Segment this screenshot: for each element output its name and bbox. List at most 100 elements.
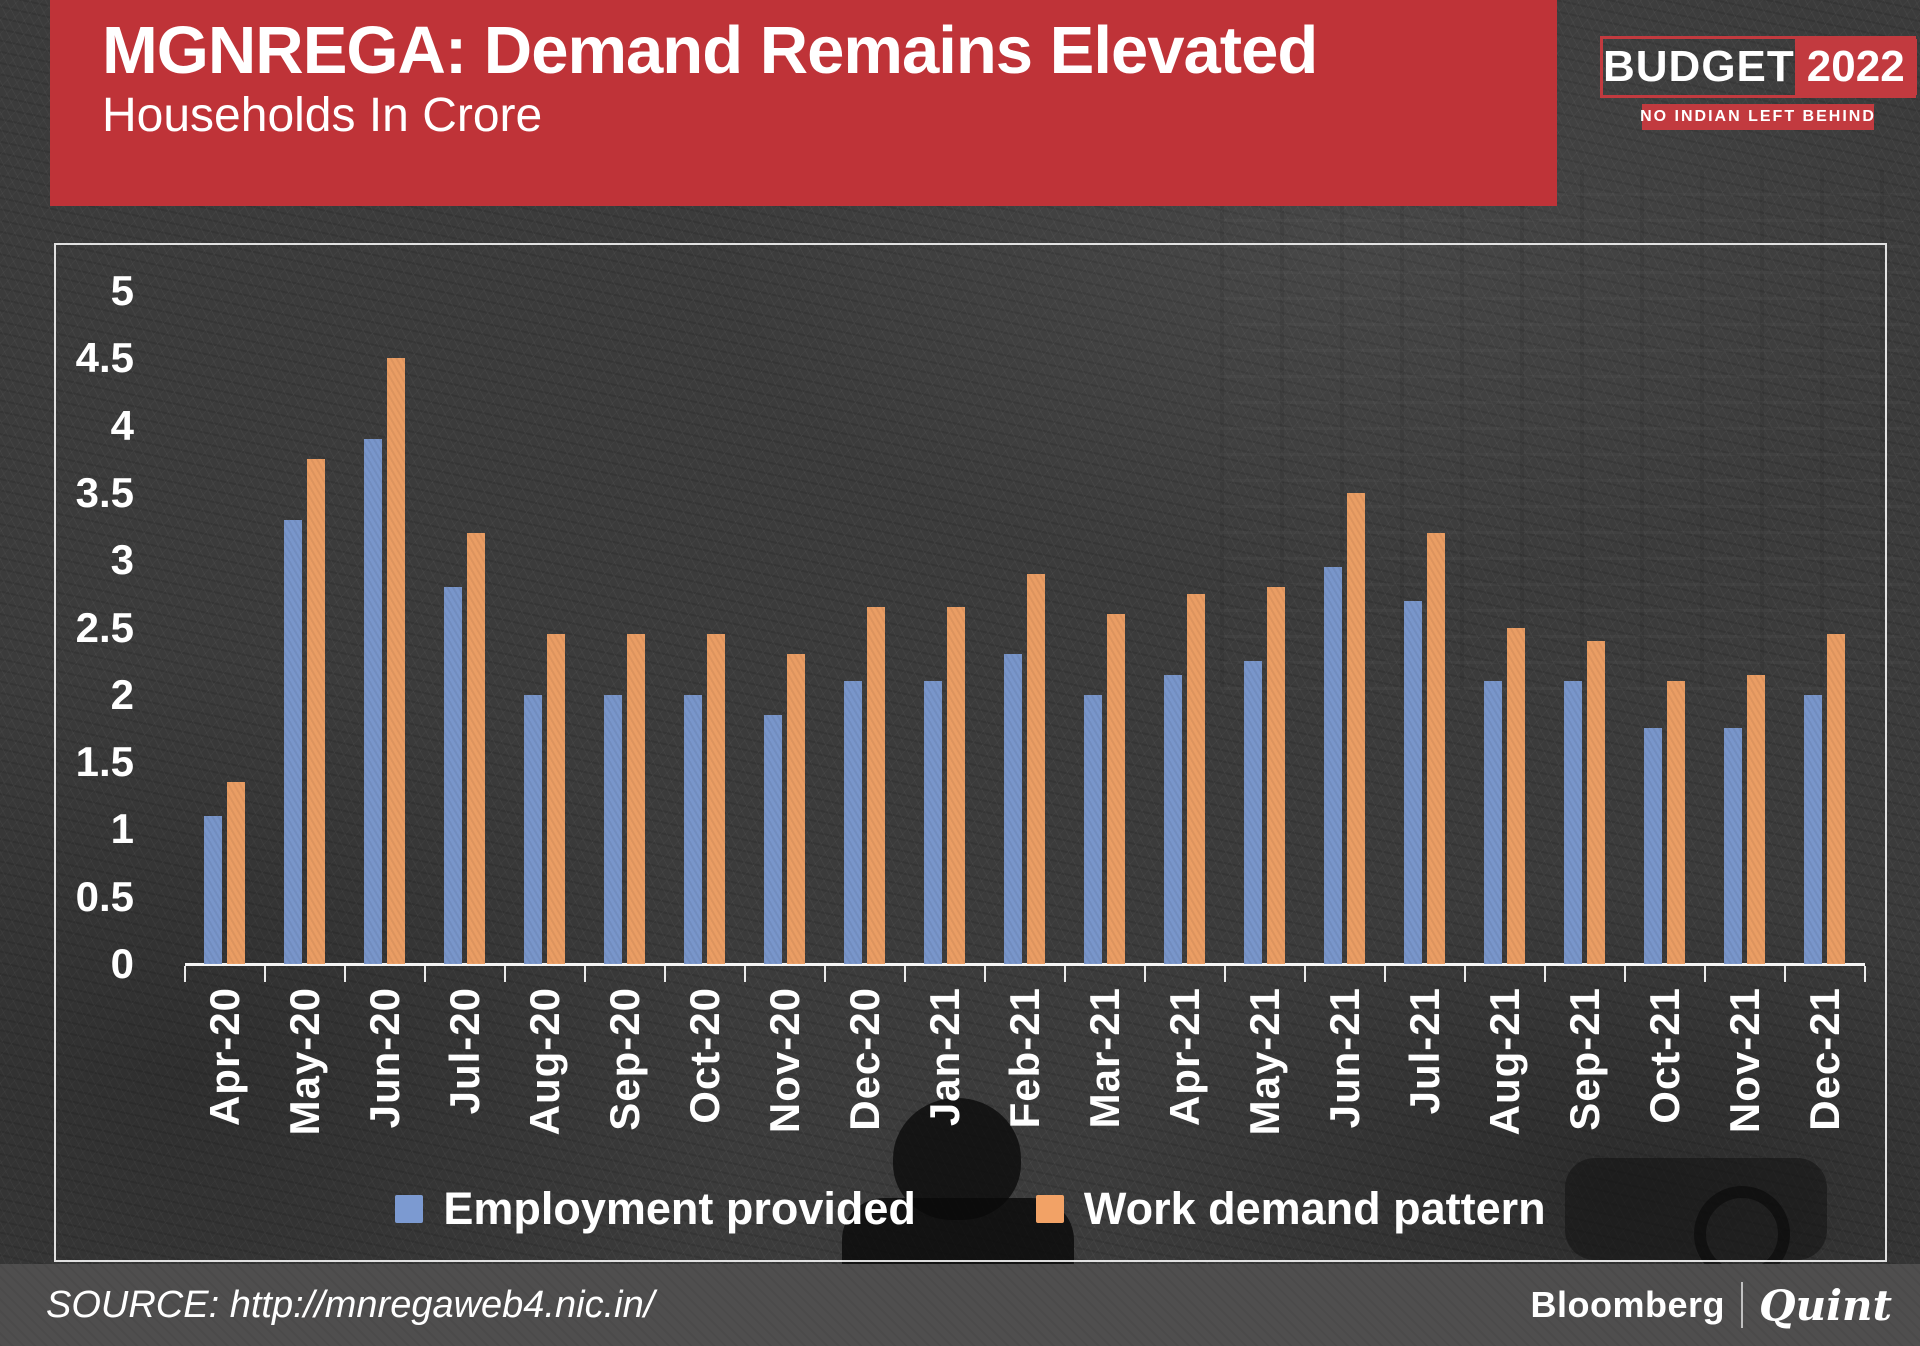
bar-work-demand-pattern — [1667, 681, 1685, 964]
x-axis-tick — [264, 966, 266, 982]
x-axis-label: Nov-21 — [1721, 987, 1768, 1134]
legend-label-employment-provided: Employment provided — [443, 1183, 916, 1234]
bar-work-demand-pattern — [1267, 587, 1285, 964]
x-axis-label: Sep-20 — [601, 987, 648, 1131]
x-axis-label-slot: Apr-20 — [185, 987, 265, 1195]
plot-area — [184, 245, 1866, 982]
x-axis-label-slot: Jul-20 — [425, 987, 505, 1195]
bar-employment-provided — [1244, 661, 1262, 964]
x-axis-label-slot: Nov-20 — [745, 987, 825, 1195]
x-axis-label: Jun-21 — [1321, 987, 1368, 1129]
bar-employment-provided — [764, 715, 782, 964]
bar-work-demand-pattern — [227, 782, 245, 964]
x-axis-line — [185, 963, 1865, 966]
bar-employment-provided — [924, 681, 942, 964]
x-axis-label: Jan-21 — [921, 987, 968, 1127]
x-axis-tick — [1624, 966, 1626, 982]
y-axis: 5 4.5 4 3.5 3 2.5 2 1.5 1 0.5 0 — [56, 245, 134, 987]
y-axis-label: 4 — [110, 401, 134, 449]
x-axis-label-slot: Aug-21 — [1465, 987, 1545, 1195]
bar-work-demand-pattern — [547, 634, 565, 964]
bar-employment-provided — [1804, 694, 1822, 964]
quint-logo: Quint — [1758, 1280, 1892, 1330]
bloomberg-logo: Bloomberg — [1530, 1284, 1725, 1325]
x-axis-label-slot: Nov-21 — [1705, 987, 1785, 1195]
x-axis-label: Apr-21 — [1161, 987, 1208, 1127]
chart-frame: 5 4.5 4 3.5 3 2.5 2 1.5 1 0.5 0 Apr-20 May-20 Jun-20… — [54, 243, 1887, 1262]
bar-work-demand-pattern — [1427, 533, 1445, 964]
x-axis-label-slot: Feb-21 — [985, 987, 1065, 1195]
bar-employment-provided — [444, 587, 462, 964]
x-axis-label-slot: Oct-20 — [665, 987, 745, 1195]
legend-label-work-demand-pattern: Work demand pattern — [1083, 1183, 1546, 1234]
x-axis-label: Jul-21 — [1401, 987, 1448, 1115]
bar-work-demand-pattern — [867, 607, 885, 964]
source-credit: SOURCE: http://mnregaweb4.nic.in/ — [46, 1283, 655, 1326]
page-subtitle: Households In Crore — [102, 88, 543, 142]
bar-employment-provided — [524, 694, 542, 964]
bar-employment-provided — [1404, 600, 1422, 964]
x-axis-label-slot: Jul-21 — [1385, 987, 1465, 1195]
bar-employment-provided — [1644, 728, 1662, 964]
bar-work-demand-pattern — [1347, 492, 1365, 964]
x-axis-label-slot: Oct-21 — [1625, 987, 1705, 1195]
y-axis-label: 3 — [110, 536, 134, 584]
y-axis-label: 1 — [110, 805, 134, 853]
bar-employment-provided — [1164, 674, 1182, 964]
x-axis-label: Oct-20 — [681, 987, 728, 1124]
legend-item-employment-provided: Employment provided — [395, 1183, 916, 1235]
brand-logo: Bloomberg Quint — [1530, 1281, 1892, 1330]
x-axis-label-slot: Sep-21 — [1545, 987, 1625, 1195]
legend-swatch-employment-provided — [395, 1195, 424, 1223]
bar-work-demand-pattern — [1587, 640, 1605, 964]
x-axis-tick — [1384, 966, 1386, 982]
y-axis-label: 4.5 — [75, 334, 134, 382]
budget-tagline: NO INDIAN LEFT BEHIND — [1640, 104, 1874, 130]
x-axis-label: Dec-21 — [1801, 987, 1848, 1131]
x-axis-label: Dec-20 — [841, 987, 888, 1131]
x-axis-tick — [1304, 966, 1306, 982]
x-axis-label: Oct-21 — [1641, 987, 1688, 1124]
bar-work-demand-pattern — [1187, 593, 1205, 964]
x-axis-tick — [344, 966, 346, 982]
x-axis-label: May-21 — [1241, 987, 1288, 1136]
x-axis-label: Feb-21 — [1001, 987, 1048, 1129]
bar-work-demand-pattern — [387, 358, 405, 964]
x-axis-tick — [904, 966, 906, 982]
bar-employment-provided — [1004, 654, 1022, 964]
x-axis-tick — [424, 966, 426, 982]
y-axis-label: 2.5 — [75, 603, 134, 651]
x-axis-tick — [1704, 966, 1706, 982]
x-axis-label: Jun-20 — [361, 987, 408, 1129]
x-axis-label-slot: Mar-21 — [1065, 987, 1145, 1195]
bar-work-demand-pattern — [947, 607, 965, 964]
bar-work-demand-pattern — [467, 533, 485, 964]
x-axis-tick — [1544, 966, 1546, 982]
y-axis-label: 1.5 — [75, 738, 134, 786]
bar-employment-provided — [604, 694, 622, 964]
x-axis-tick — [504, 966, 506, 982]
bar-employment-provided — [1564, 681, 1582, 964]
x-axis-label: Nov-20 — [761, 987, 808, 1134]
x-axis-tick — [1784, 966, 1786, 982]
footer: SOURCE: http://mnregaweb4.nic.in/ Bloomb… — [0, 1264, 1920, 1346]
legend-item-work-demand-pattern: Work demand pattern — [1035, 1183, 1546, 1235]
bar-work-demand-pattern — [627, 634, 645, 964]
bar-employment-provided — [844, 681, 862, 964]
x-axis-label: Jul-20 — [441, 987, 488, 1115]
x-axis-label-slot: May-20 — [265, 987, 345, 1195]
bar-employment-provided — [364, 439, 382, 964]
budget-year: 2022 — [1794, 39, 1917, 95]
x-axis-tick — [1064, 966, 1066, 982]
x-axis-tick — [1864, 966, 1866, 982]
budget-word: BUDGET — [1603, 42, 1795, 91]
x-axis-label-slot: Apr-21 — [1145, 987, 1225, 1195]
x-axis-tick — [984, 966, 986, 982]
bar-work-demand-pattern — [707, 634, 725, 964]
brand-divider — [1740, 1282, 1743, 1328]
x-axis-tick — [584, 966, 586, 982]
y-axis-label: 0 — [110, 940, 134, 987]
bar-work-demand-pattern — [1747, 674, 1765, 964]
x-axis-label: Aug-21 — [1481, 987, 1528, 1136]
bar-work-demand-pattern — [307, 459, 325, 964]
